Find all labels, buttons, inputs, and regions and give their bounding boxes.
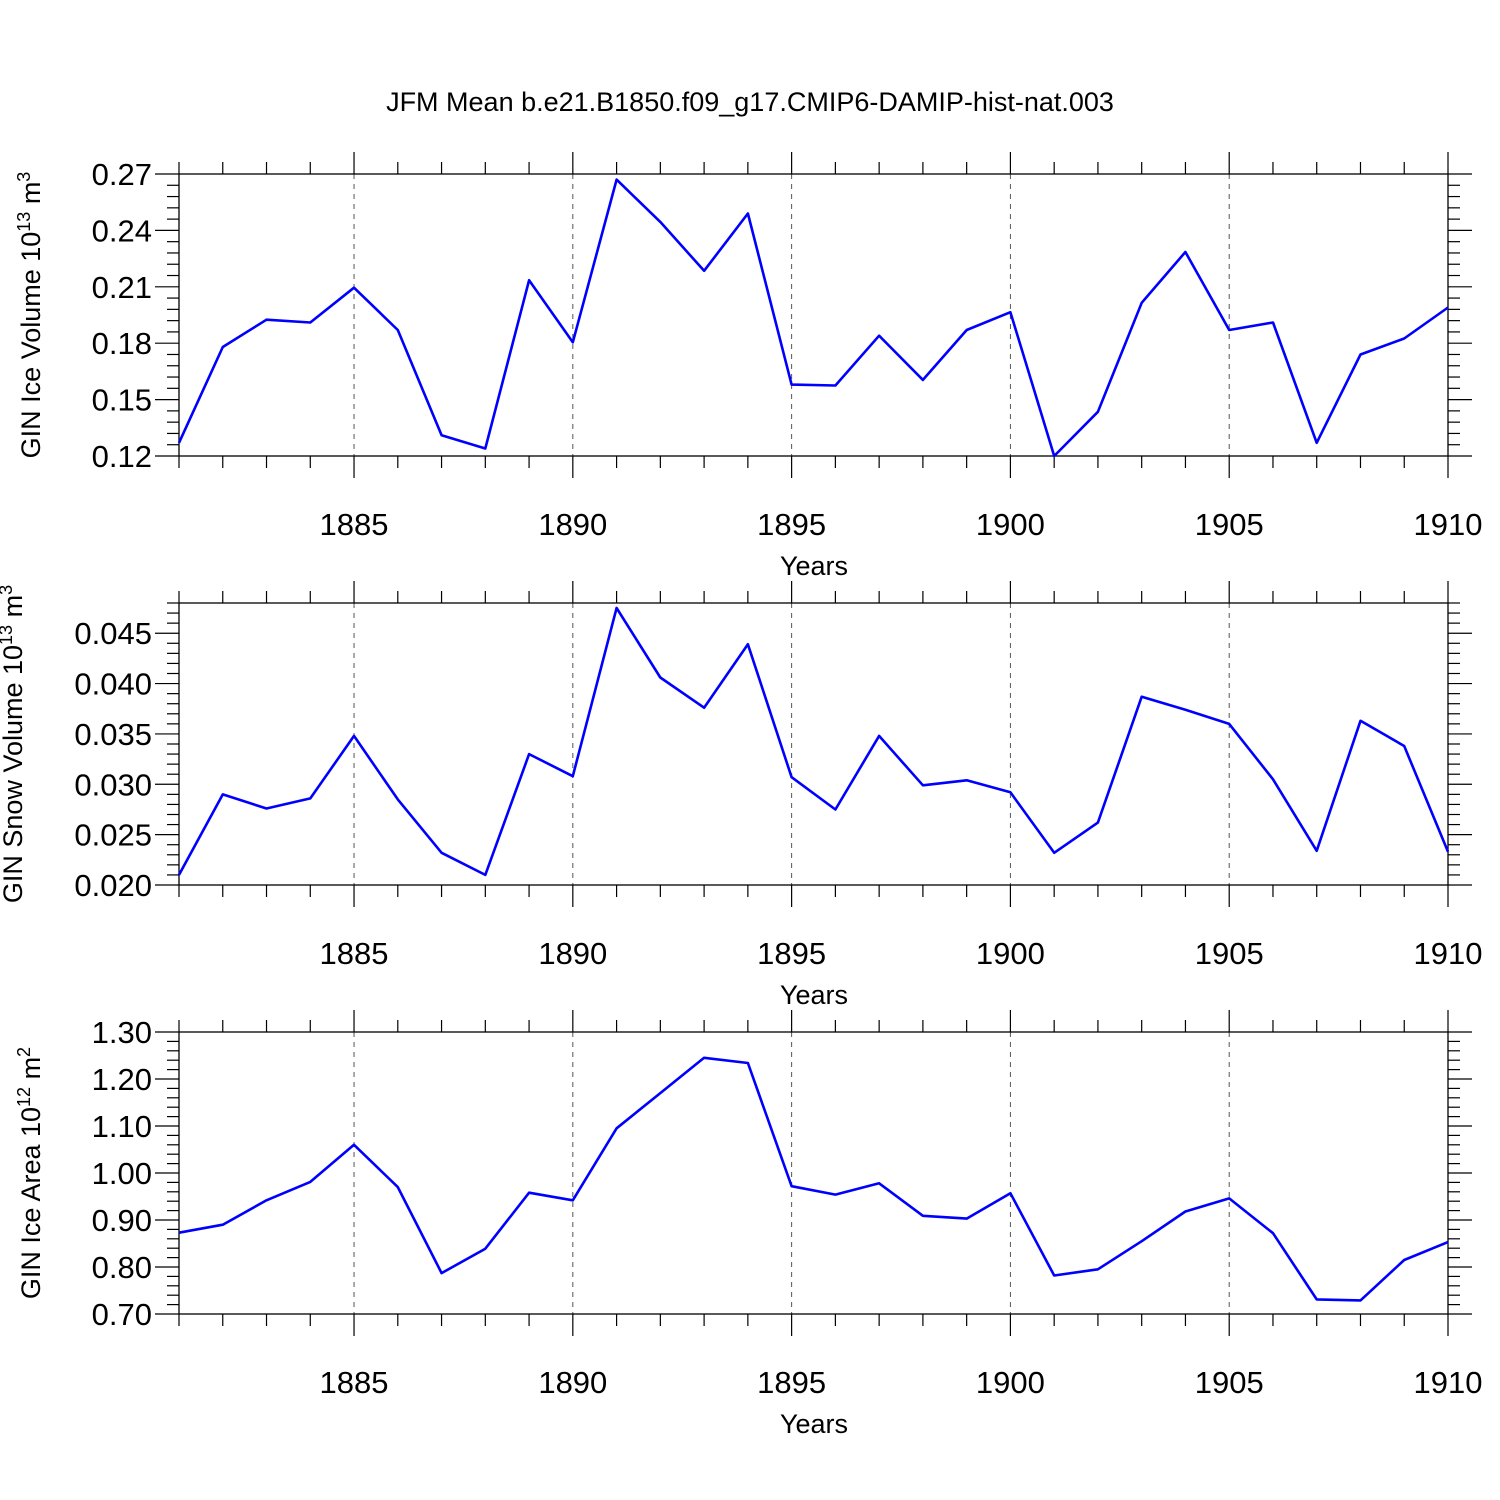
y-tick-label: 0.035 — [74, 717, 152, 752]
x-tick-label: 1890 — [538, 507, 607, 542]
y-tick-label: 1.10 — [92, 1109, 152, 1144]
chart-title: JFM Mean b.e21.B1850.f09_g17.CMIP6-DAMIP… — [386, 87, 1114, 117]
x-tick-label: 1905 — [1195, 1365, 1264, 1400]
y-tick-label: 0.27 — [92, 157, 152, 192]
x-tick-label: 1885 — [320, 1365, 389, 1400]
y-tick-label: 1.00 — [92, 1156, 152, 1191]
x-tick-label: 1885 — [320, 507, 389, 542]
x-tick-label: 1890 — [538, 1365, 607, 1400]
y-tick-label: 0.020 — [74, 868, 152, 903]
y-tick-label: 0.025 — [74, 818, 152, 853]
x-tick-label: 1895 — [757, 1365, 826, 1400]
y-tick-label: 0.70 — [92, 1297, 152, 1332]
x-axis-title: Years — [780, 980, 848, 1010]
y-tick-label: 0.18 — [92, 326, 152, 361]
x-axis-title: Years — [780, 1409, 848, 1439]
y-tick-label: 0.045 — [74, 616, 152, 651]
x-tick-label: 1900 — [976, 936, 1045, 971]
y-tick-label: 0.21 — [92, 270, 152, 305]
series-line — [177, 178, 1449, 458]
series-line — [178, 1056, 1449, 1302]
x-tick-label: 1900 — [976, 507, 1045, 542]
y-axis-title: GIN Ice Volume 1013 m3 — [14, 172, 46, 459]
y-tick-label: 0.15 — [92, 383, 152, 418]
x-tick-label: 1905 — [1195, 936, 1264, 971]
series-line — [177, 606, 1450, 877]
x-tick-label: 1895 — [757, 507, 826, 542]
x-tick-label: 1895 — [757, 936, 826, 971]
y-axis-title: GIN Ice Area 1012 m2 — [14, 1047, 46, 1299]
panel-3: 1885 1890 1895 1900 1905 1910 0.70 0.80 0.90 1.00… — [14, 1010, 1482, 1439]
panel-2: 1885 1890 1895 1900 1905 1910 0.020 0.025 0.030 0… — [0, 581, 1482, 1010]
plot-frame — [178, 173, 1449, 457]
y-tick-label: 1.30 — [92, 1015, 152, 1050]
x-tick-label: 1890 — [538, 936, 607, 971]
x-tick-label: 1910 — [1414, 507, 1483, 542]
y-tick-label: 0.030 — [74, 767, 152, 802]
y-tick-label: 0.90 — [92, 1203, 152, 1238]
y-tick-label: 1.20 — [92, 1062, 152, 1097]
x-axis-title: Years — [780, 551, 848, 581]
y-tick-label: 0.80 — [92, 1250, 152, 1285]
x-tick-label: 1900 — [976, 1365, 1045, 1400]
y-tick-label: 0.12 — [92, 439, 152, 474]
x-tick-label: 1910 — [1414, 936, 1483, 971]
y-axis-title: GIN Snow Volume 1013 m3 — [0, 585, 28, 903]
x-tick-label: 1905 — [1195, 507, 1264, 542]
y-tick-label: 0.24 — [92, 213, 152, 248]
x-tick-label: 1885 — [320, 936, 389, 971]
x-tick-label: 1910 — [1414, 1365, 1483, 1400]
panel-1: 1885 1890 1895 1900 1905 1910 0.12 0.15 0.18 0.21… — [14, 152, 1482, 581]
y-tick-label: 0.040 — [74, 667, 152, 702]
chart-panels: 1885 1890 1895 1900 1905 1910 0.12 0.15 0.18 0.21… — [0, 152, 1482, 1439]
plot-frame — [178, 1031, 1449, 1315]
plot-frame — [178, 602, 1449, 886]
